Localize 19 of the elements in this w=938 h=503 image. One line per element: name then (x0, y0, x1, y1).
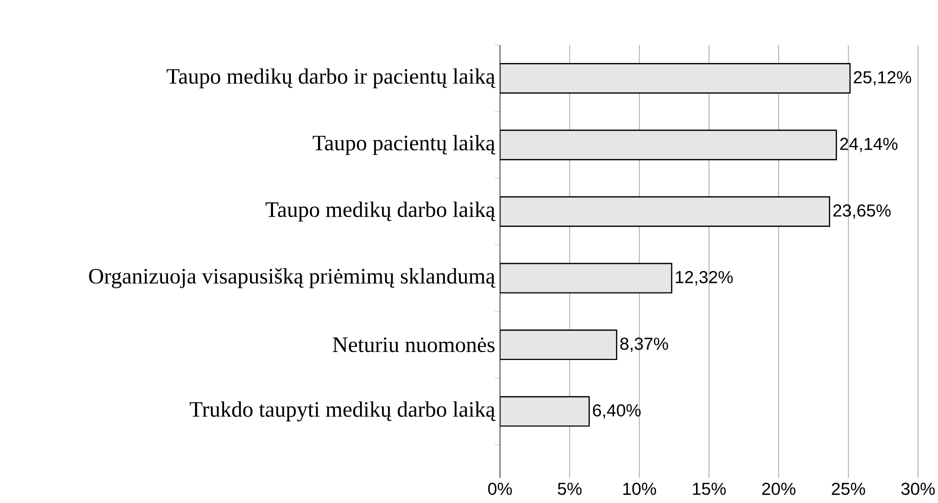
data-label: 24,14% (840, 138, 898, 152)
x-tick-label: 10% (623, 482, 656, 495)
data-label: 25,12% (854, 71, 912, 86)
x-tick-label: 5% (558, 482, 582, 495)
y-tick-label: Organizuoja visapusišką priėmimų sklandumą (89, 268, 496, 288)
x-tick-label: 25% (832, 482, 866, 495)
x-tick-label: 30% (901, 482, 935, 495)
data-label: 12,32% (676, 270, 733, 286)
data-label: 6,40% (592, 404, 641, 419)
data-label: 8,37% (620, 338, 668, 352)
y-tick-label: Taupo pacientų laiką (312, 134, 496, 155)
x-tick-label: 0% (488, 482, 512, 495)
y-tick-label: Trukdo taupyti medikų darbo laiką (190, 401, 496, 422)
x-tick-label: 15% (692, 482, 726, 495)
y-tick-label: Taupo medikų darbo ir pacientų laiką (166, 68, 496, 88)
data-label: 23,65% (833, 204, 891, 219)
y-tick-label: Neturiu nuomonės (332, 337, 494, 352)
x-tick-label: 20% (762, 482, 796, 495)
y-tick-label: Taupo medikų darbo laiką (266, 202, 496, 222)
